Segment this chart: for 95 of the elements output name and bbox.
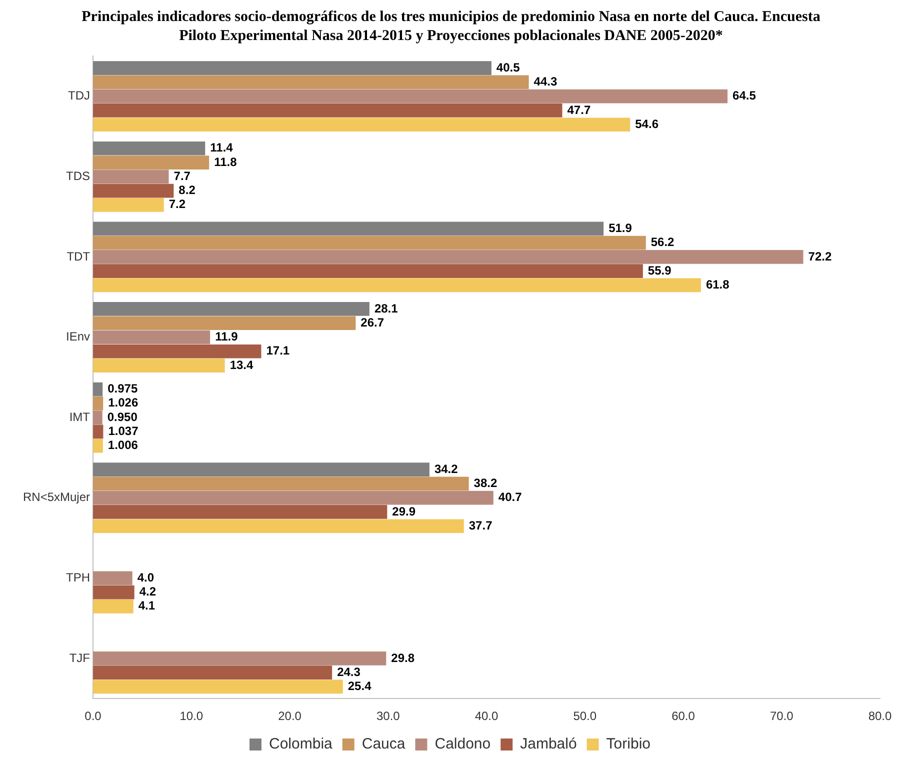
- legend-label: Cauca: [362, 736, 406, 753]
- data-label: 13.4: [230, 358, 254, 372]
- bar: [93, 104, 562, 118]
- data-label: 11.9: [215, 330, 238, 344]
- bar: [93, 424, 104, 439]
- data-label: 24.3: [337, 664, 361, 679]
- data-label: 4.0: [137, 570, 154, 584]
- bar: [93, 382, 103, 396]
- data-label: 0.950: [107, 410, 138, 424]
- data-label: 7.2: [168, 197, 186, 212]
- y-tick-label: IEnv: [66, 330, 90, 344]
- bar: [93, 585, 134, 600]
- y-tick-label: TPH: [66, 570, 90, 584]
- legend-label: Toribio: [606, 736, 650, 753]
- bar: [93, 652, 386, 666]
- bar: [93, 519, 464, 534]
- y-tick-label: IMT: [69, 410, 91, 424]
- data-label: 26.7: [360, 315, 384, 330]
- y-tick-label: TDJ: [68, 88, 90, 103]
- data-label: 40.7: [498, 490, 522, 504]
- bar: [93, 505, 388, 519]
- bar: [93, 89, 728, 104]
- data-label: 4.1: [138, 598, 156, 613]
- data-label: 47.7: [567, 102, 591, 117]
- bar: [93, 141, 206, 156]
- bar: [93, 184, 174, 198]
- bar: [93, 476, 469, 491]
- bar: [93, 344, 262, 358]
- data-label: 7.7: [174, 168, 191, 183]
- bar: [93, 396, 104, 410]
- bar: [93, 302, 370, 316]
- bar: [93, 599, 134, 614]
- bar: [93, 462, 430, 477]
- bar: [93, 75, 529, 90]
- data-label: 8.2: [178, 183, 196, 198]
- data-label: 11.4: [210, 140, 234, 155]
- bar: [93, 236, 646, 250]
- data-label: 38.2: [474, 476, 498, 490]
- data-label: 4.2: [139, 584, 156, 599]
- x-tick-label: 60.0: [672, 709, 696, 724]
- chart-title: Principales indicadores socio-demográficos de los tres municipios de predominio Nasa en norte del Cauca. Encuesta Piloto Experimental Nasa 2014-2015 y Proyecciones poblacionales DANE 2005-2020*: [80, 8, 822, 46]
- x-tick-label: 10.0: [180, 709, 204, 724]
- x-tick-label: 80.0: [868, 709, 892, 724]
- data-label: 61.8: [706, 278, 730, 292]
- bar: [93, 666, 332, 680]
- bar: [93, 118, 630, 132]
- data-label: 17.1: [266, 344, 290, 358]
- data-label: 64.5: [732, 88, 756, 103]
- bar: [93, 680, 343, 694]
- legend-label: Caldono: [434, 736, 491, 753]
- x-tick-label: 50.0: [573, 709, 597, 724]
- y-tick-label: TDT: [66, 249, 91, 264]
- data-label: 1.037: [108, 424, 139, 438]
- data-label: 29.8: [391, 650, 415, 665]
- legend-label: Colombia: [269, 736, 334, 753]
- bar: [93, 250, 804, 264]
- bar: [93, 170, 169, 184]
- bar: [93, 358, 225, 372]
- y-tick-label: TJF: [69, 650, 90, 665]
- data-label: 1.006: [108, 438, 138, 452]
- bar: [93, 264, 643, 278]
- data-label: 44.3: [534, 74, 558, 89]
- x-tick-label: 0.0: [84, 709, 102, 724]
- x-tick-label: 30.0: [376, 709, 400, 724]
- data-label: 40.5: [496, 60, 520, 74]
- bar: [93, 571, 132, 586]
- data-label: 29.9: [392, 504, 416, 518]
- data-label: 55.9: [648, 263, 672, 278]
- data-label: 1.026: [108, 396, 138, 410]
- data-label: 72.2: [808, 249, 832, 264]
- bar: [93, 61, 492, 76]
- x-tick-label: 70.0: [770, 709, 794, 724]
- y-tick-label: TDS: [66, 168, 90, 183]
- data-label: 0.975: [108, 382, 138, 396]
- legend-label: Jambaló: [520, 736, 577, 753]
- data-label: 51.9: [608, 220, 632, 235]
- bar: [93, 330, 210, 344]
- data-label: 56.2: [650, 235, 675, 250]
- bar: [93, 438, 103, 453]
- x-tick-label: 40.0: [474, 709, 499, 724]
- data-label: 28.1: [374, 301, 398, 316]
- data-label: 11.8: [214, 154, 238, 169]
- data-label: 25.4: [348, 679, 372, 694]
- bar: [93, 410, 102, 424]
- data-label: 37.7: [468, 518, 493, 532]
- bar: [93, 278, 701, 292]
- y-tick-label: RN<5xMujer: [22, 490, 90, 504]
- bar: [93, 316, 356, 330]
- bar: [93, 490, 494, 505]
- data-label: 54.6: [635, 116, 659, 131]
- bar: [93, 222, 604, 236]
- bar: [93, 198, 164, 212]
- x-tick-label: 20.0: [278, 709, 302, 724]
- bar: [93, 156, 210, 170]
- data-label: 34.2: [434, 462, 458, 476]
